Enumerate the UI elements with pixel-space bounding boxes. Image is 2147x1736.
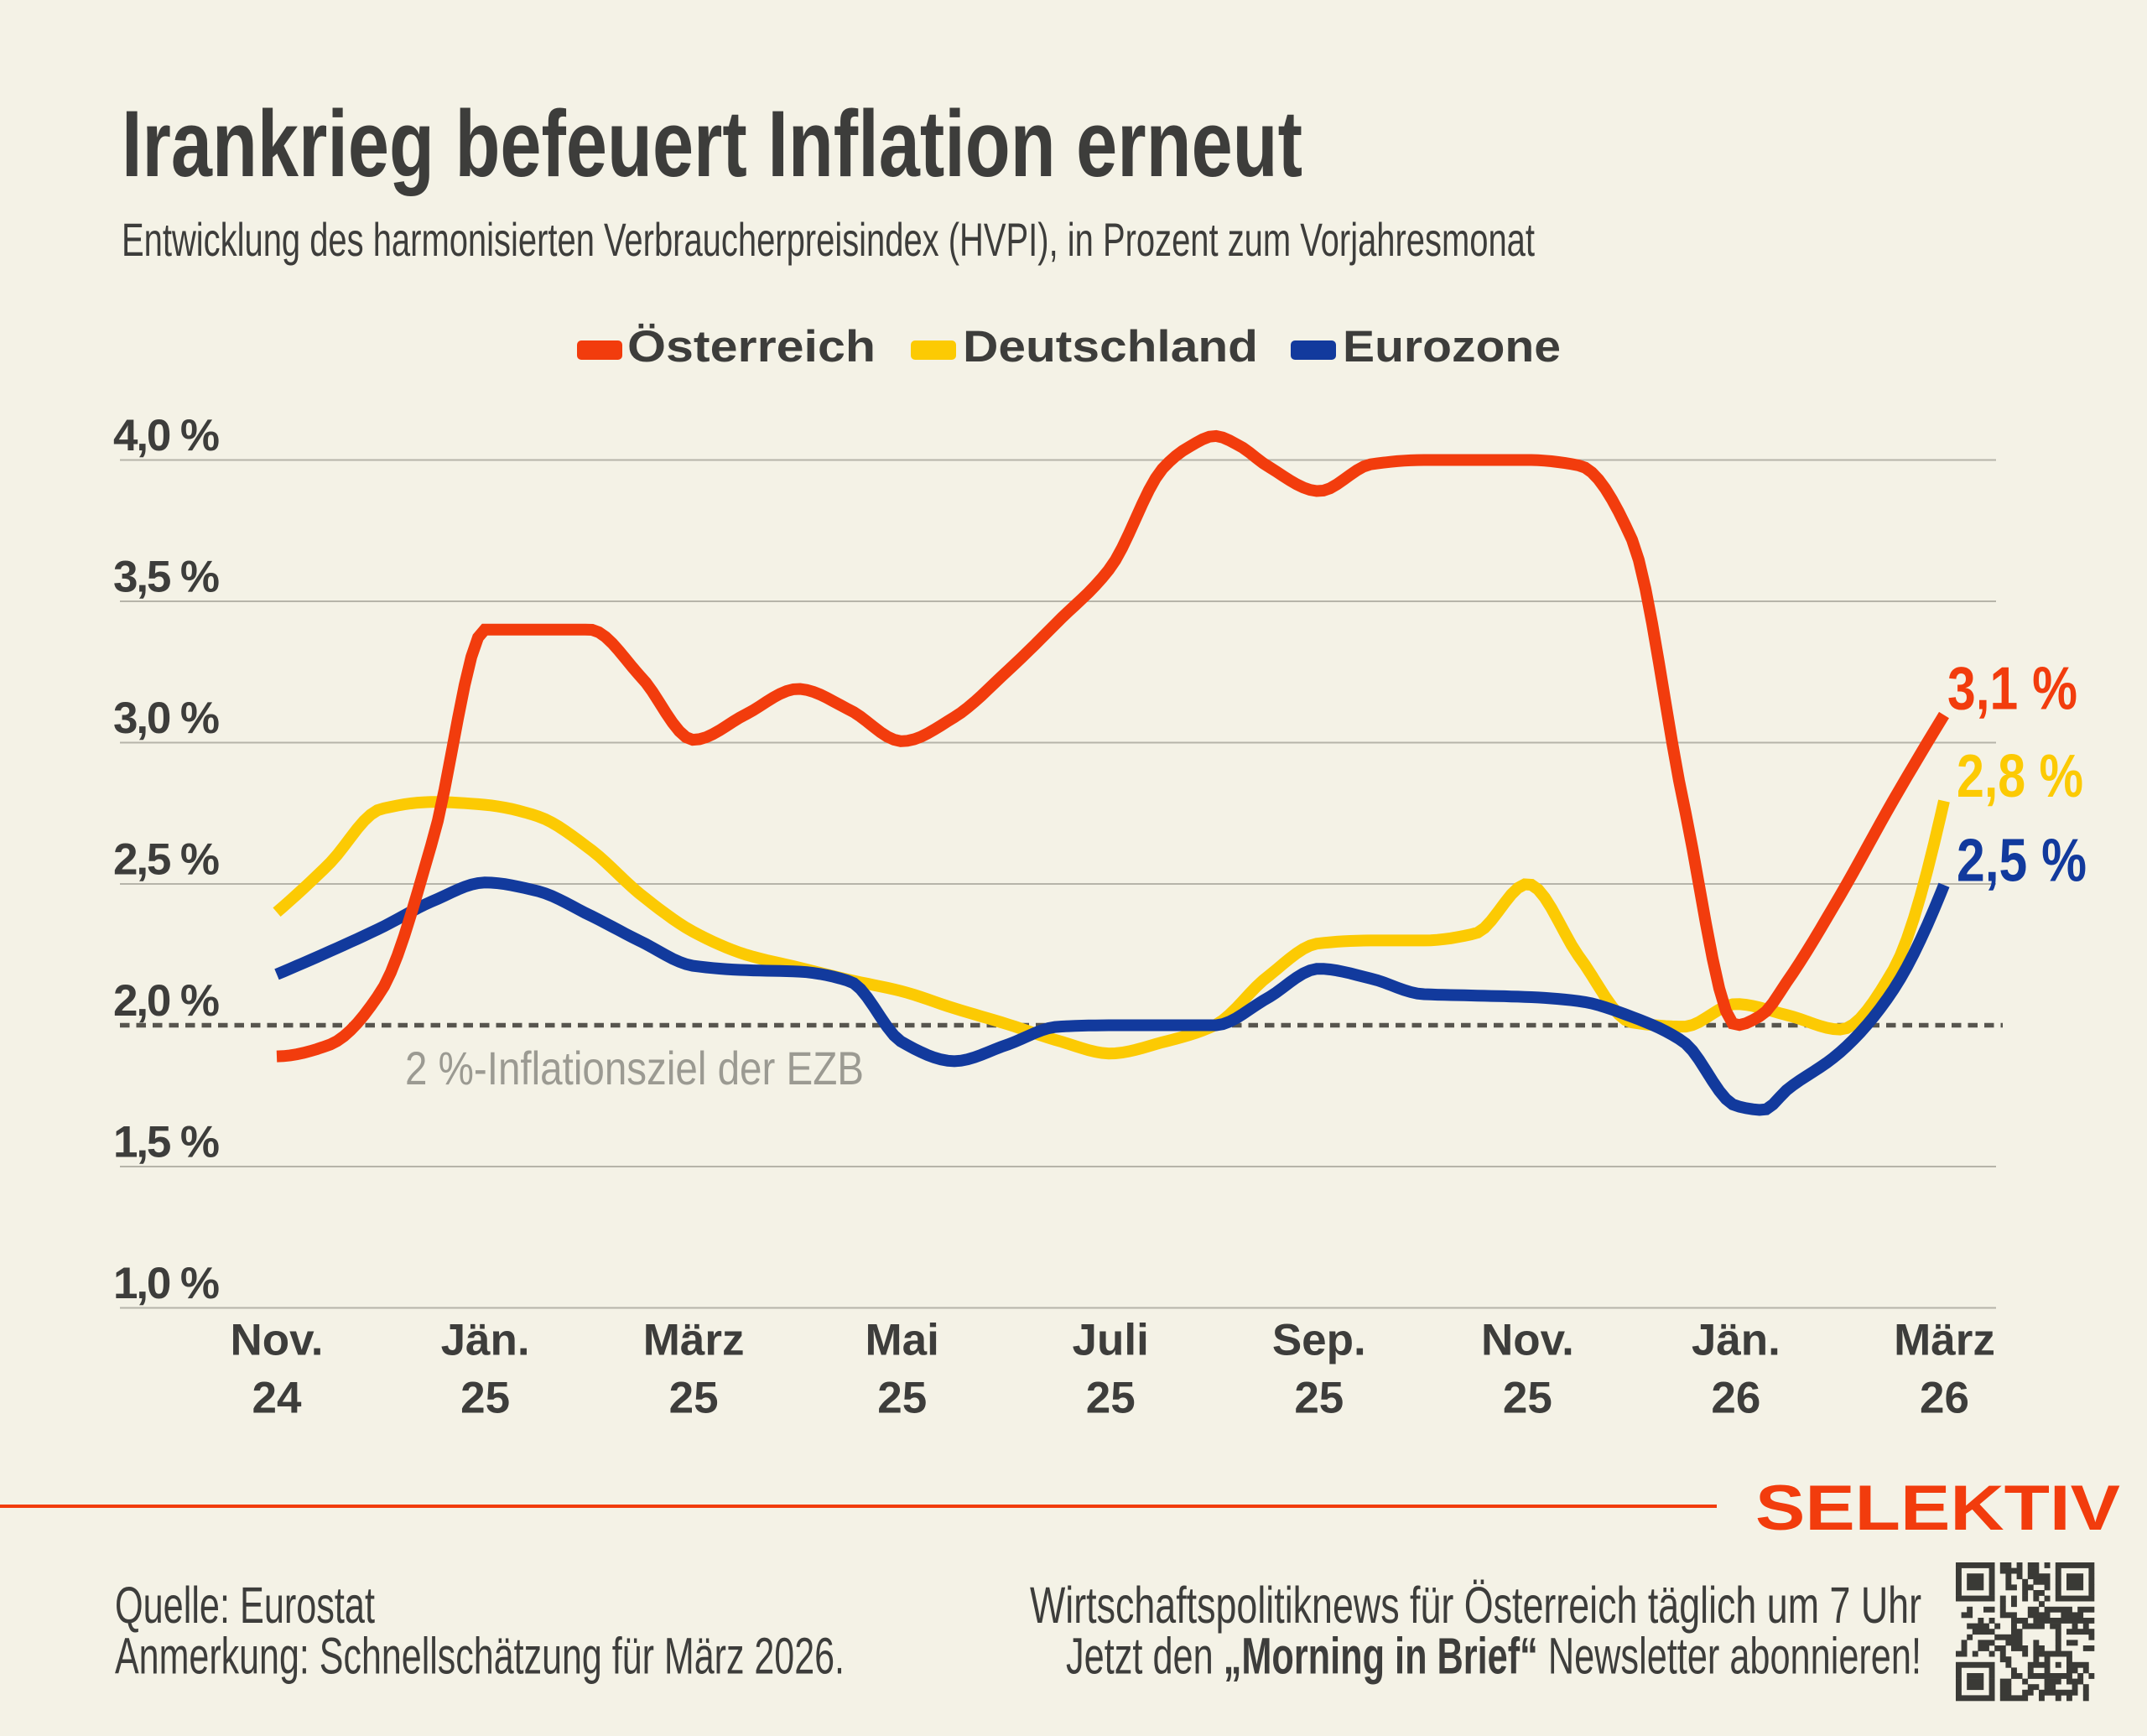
- svg-text:Entwicklung des harmonisierten: Entwicklung des harmonisierten Verbrauch…: [122, 213, 1535, 266]
- svg-text:25: 25: [669, 1374, 719, 1423]
- svg-text:Österreich: Österreich: [627, 322, 876, 372]
- svg-text:2 %-Inflationsziel der EZB: 2 %-Inflationsziel der EZB: [405, 1042, 864, 1094]
- svg-text:26: 26: [1711, 1374, 1760, 1423]
- svg-text:Juli: Juli: [1073, 1316, 1149, 1365]
- svg-text:SELEKTIV: SELEKTIV: [1755, 1473, 2120, 1544]
- svg-text:25: 25: [877, 1374, 927, 1423]
- svg-text:Irankrieg befeuert Inflation e: Irankrieg befeuert Inflation erneut: [122, 91, 1302, 196]
- svg-text:Anmerkung: Schnellschätzung fü: Anmerkung: Schnellschätzung für März 202…: [115, 1628, 845, 1685]
- svg-text:3,5 %: 3,5 %: [113, 552, 220, 601]
- svg-text:Jän.: Jän.: [1692, 1316, 1781, 1365]
- svg-text:1,5 %: 1,5 %: [113, 1117, 220, 1167]
- svg-text:4,0 %: 4,0 %: [113, 411, 220, 460]
- svg-text:März: März: [1894, 1316, 1995, 1365]
- svg-text:25: 25: [1086, 1374, 1136, 1423]
- svg-text:Jetzt den „Morning in Brief“ N: Jetzt den „Morning in Brief“ Newsletter …: [1066, 1628, 1921, 1685]
- svg-text:1,0 %: 1,0 %: [113, 1259, 220, 1308]
- svg-text:3,0 %: 3,0 %: [113, 694, 220, 743]
- svg-text:Nov.: Nov.: [1481, 1316, 1574, 1365]
- svg-text:Eurozone: Eurozone: [1343, 322, 1561, 372]
- svg-text:2,5 %: 2,5 %: [1957, 828, 2087, 895]
- svg-text:März: März: [643, 1316, 745, 1365]
- svg-text:Nov.: Nov.: [231, 1316, 324, 1365]
- svg-text:25: 25: [460, 1374, 510, 1423]
- svg-text:2,8 %: 2,8 %: [1957, 743, 2083, 810]
- svg-text:24: 24: [252, 1374, 302, 1423]
- svg-text:2,0 %: 2,0 %: [113, 976, 220, 1026]
- svg-text:Mai: Mai: [866, 1316, 939, 1365]
- svg-text:Jän.: Jän.: [441, 1316, 530, 1365]
- svg-text:3,1 %: 3,1 %: [1947, 656, 2077, 723]
- svg-text:26: 26: [1920, 1374, 1969, 1423]
- svg-text:Sep.: Sep.: [1272, 1316, 1366, 1365]
- svg-text:Deutschland: Deutschland: [963, 322, 1258, 372]
- svg-text:2,5 %: 2,5 %: [113, 834, 220, 884]
- svg-text:25: 25: [1503, 1374, 1552, 1423]
- svg-text:25: 25: [1294, 1374, 1344, 1423]
- svg-text:Quelle: Eurostat: Quelle: Eurostat: [115, 1577, 375, 1634]
- svg-text:Wirtschaftspolitiknews für Öst: Wirtschaftspolitiknews für Österreich tä…: [1030, 1577, 1921, 1634]
